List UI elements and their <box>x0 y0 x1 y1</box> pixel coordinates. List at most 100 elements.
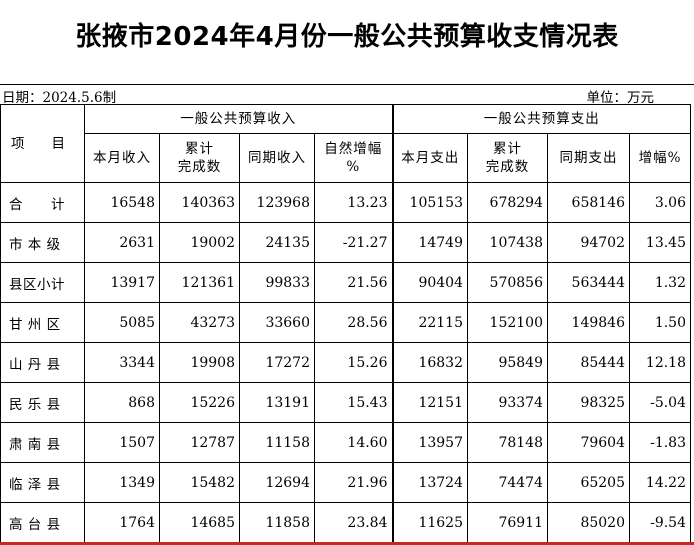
table-cell: 65205 <box>547 462 630 503</box>
table-cell: 90404 <box>391 262 468 303</box>
row-name: 市 本 级 <box>0 222 85 263</box>
table-row: 高 台 县 1764 14685 11858 23.84 11625 76911 85020-… <box>0 502 691 543</box>
table-cell: 98325 <box>547 382 630 423</box>
table-cell: 85444 <box>547 342 630 383</box>
table-cell: 14.22 <box>629 462 691 503</box>
table-cell: 14685 <box>159 502 240 543</box>
table-cell: 13917 <box>84 262 160 303</box>
unit-label: 单位：万元 <box>586 90 655 106</box>
table-cell: 107438 <box>467 222 548 263</box>
table-cell: 11158 <box>239 422 315 463</box>
table-cell: 12787 <box>159 422 240 463</box>
table-cell: 140363 <box>159 182 240 223</box>
revenue-col-header-0: 本月收入 <box>84 133 160 183</box>
table-cell: 16548 <box>84 182 160 223</box>
table-cell: 12.18 <box>629 342 691 383</box>
table-cell: 22115 <box>391 302 468 343</box>
table-cell: 13.23 <box>314 182 393 223</box>
table-cell: 12694 <box>239 462 315 503</box>
table-cell: 3344 <box>84 342 160 383</box>
table-row: 甘 州 区 5085 43273 33660 28.56 22115 152100 14984… <box>0 302 691 343</box>
table-cell: 121361 <box>159 262 240 303</box>
table-cell: 658146 <box>547 182 630 223</box>
table-cell: 78148 <box>467 422 548 463</box>
table-cell: 19002 <box>159 222 240 263</box>
header-divider <box>0 84 694 85</box>
table-cell: 11858 <box>239 502 315 543</box>
row-name: 临 泽 县 <box>0 462 85 503</box>
table-cell: 15482 <box>159 462 240 503</box>
row-name: 合 计 <box>0 182 85 223</box>
table-cell: 14.60 <box>314 422 393 463</box>
table-cell: 5085 <box>84 302 160 343</box>
table-cell: 28.56 <box>314 302 393 343</box>
table-row: 山 丹 县 3344 19908 17272 15.26 16832 95849 85444 1… <box>0 342 691 383</box>
table-cell: 94702 <box>547 222 630 263</box>
table-cell: 1.32 <box>629 262 691 303</box>
table-cell: 23.84 <box>314 502 393 543</box>
table-cell: -1.83 <box>629 422 691 463</box>
table-cell: 93374 <box>467 382 548 423</box>
table-cell: 15226 <box>159 382 240 423</box>
table-row: 民 乐 县 868 15226 13191 15.43 12151 93374 98325 -5… <box>0 382 691 423</box>
table-cell: 19908 <box>159 342 240 383</box>
table-cell: 79604 <box>547 422 630 463</box>
expenditure-col-header-3: 增幅% <box>629 133 691 183</box>
revenue-col-header-1: 累计 完成数 <box>159 133 240 183</box>
table-cell: 868 <box>84 382 160 423</box>
table-cell: 13191 <box>239 382 315 423</box>
table-cell: 149846 <box>547 302 630 343</box>
row-name: 高 台 县 <box>0 502 85 543</box>
expenditure-col-header-1: 累计 完成数 <box>467 133 548 183</box>
row-name: 县区小计 <box>0 262 85 303</box>
table-row: 临 泽 县 1349 15482 12694 21.96 13724 74474 65205 1… <box>0 462 691 503</box>
table-cell: 24135 <box>239 222 315 263</box>
table-row: 县区小计 13917 121361 99833 21.56 90404 570856 5634… <box>0 262 691 303</box>
revenue-group-header: 一般公共预算收入 <box>84 104 393 134</box>
table-cell: 1349 <box>84 462 160 503</box>
table-cell: -21.27 <box>314 222 393 263</box>
table-cell: 570856 <box>467 262 548 303</box>
item-column-header: 项 目 <box>0 104 85 183</box>
table-row: 合 计 16548 140363 123968 13.23 105153 678294 658… <box>0 182 691 223</box>
table-cell: 99833 <box>239 262 315 303</box>
row-name: 民 乐 县 <box>0 382 85 423</box>
table-cell: 13.45 <box>629 222 691 263</box>
table-cell: 14749 <box>391 222 468 263</box>
table-cell: 11625 <box>391 502 468 543</box>
table-cell: 43273 <box>159 302 240 343</box>
bottom-red-line <box>0 542 694 545</box>
table-row: 肃 南 县 1507 12787 11158 14.60 13957 78148 79604-… <box>0 422 691 463</box>
table-cell: 21.96 <box>314 462 393 503</box>
table-row: 市 本 级 2631 19002 24135 -21.27 14749 107438 9470… <box>0 222 691 263</box>
table-cell: 33660 <box>239 302 315 343</box>
table-cell: 85020 <box>547 502 630 543</box>
table-cell: -5.04 <box>629 382 691 423</box>
table-cell: 2631 <box>84 222 160 263</box>
table-cell: 1764 <box>84 502 160 543</box>
table-cell: 95849 <box>467 342 548 383</box>
expenditure-col-header-0: 本月支出 <box>391 133 468 183</box>
table-cell: -9.54 <box>629 502 691 543</box>
table-cell: 563444 <box>547 262 630 303</box>
table-cell: 15.43 <box>314 382 393 423</box>
table-cell: 1507 <box>84 422 160 463</box>
row-name: 山 丹 县 <box>0 342 85 383</box>
table-cell: 678294 <box>467 182 548 223</box>
table-cell: 74474 <box>467 462 548 503</box>
page-title: 张掖市2024年4月份一般公共预算收支情况表 <box>75 22 619 52</box>
budget-table: 项 目 一般公共预算收入 一般公共预算支出 本月收入 累计 完成数 同期收入 自然增幅… <box>0 104 691 543</box>
expenditure-group-header: 一般公共预算支出 <box>391 104 691 134</box>
table-cell: 13724 <box>391 462 468 503</box>
revenue-col-header-3: 自然增幅 % <box>314 133 393 183</box>
table-cell: 16832 <box>391 342 468 383</box>
table-cell: 12151 <box>391 382 468 423</box>
expenditure-col-header-2: 同期支出 <box>547 133 630 183</box>
table-cell: 123968 <box>239 182 315 223</box>
table-cell: 1.50 <box>629 302 691 343</box>
table-cell: 15.26 <box>314 342 393 383</box>
date-label: 日期：2024.5.6制 <box>2 90 117 106</box>
table-cell: 76911 <box>467 502 548 543</box>
revenue-col-header-2: 同期收入 <box>239 133 315 183</box>
table-cell: 105153 <box>391 182 468 223</box>
